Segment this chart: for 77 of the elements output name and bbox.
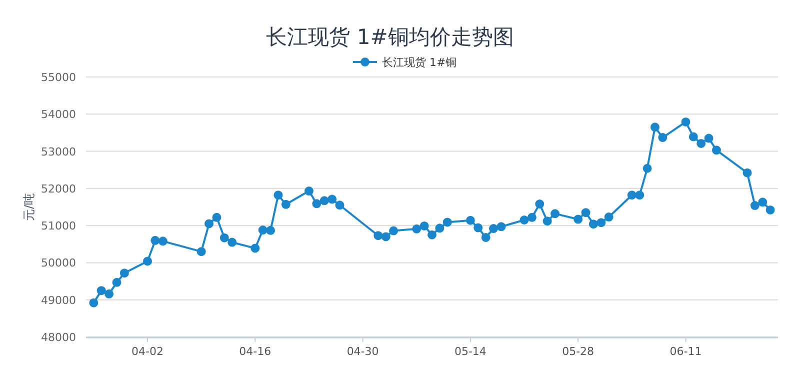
point	[258, 226, 268, 235]
point	[696, 138, 706, 148]
chart-title: 长江现货 1#铜均价走势图	[266, 25, 514, 49]
legend-label: 长江现货 1#铜	[382, 56, 457, 69]
point	[228, 238, 237, 247]
y-tick-label: 53000	[41, 145, 76, 158]
y-tick-label: 48000	[41, 331, 76, 344]
y-tick-label: 52000	[41, 182, 76, 196]
x-tick-label: 04-02	[132, 345, 164, 358]
point	[681, 117, 690, 126]
point	[481, 232, 490, 242]
y-tick-label: 50000	[41, 256, 76, 270]
point	[758, 198, 768, 207]
point	[266, 226, 276, 235]
point	[312, 199, 322, 208]
point	[335, 200, 344, 210]
point	[520, 216, 529, 224]
y-tick-label: 51000	[41, 220, 76, 233]
point	[742, 168, 752, 178]
point	[389, 226, 398, 236]
point	[642, 164, 652, 173]
point	[604, 212, 614, 222]
point	[281, 200, 290, 209]
point	[412, 224, 422, 234]
point	[635, 190, 644, 200]
point	[474, 223, 483, 232]
x-tick-label: 04-16	[239, 345, 272, 358]
point	[420, 221, 429, 230]
point	[596, 218, 606, 228]
point	[650, 122, 660, 132]
point	[196, 247, 206, 256]
point	[489, 224, 498, 234]
y-axis-title: 元/吨	[22, 192, 36, 222]
point	[442, 218, 452, 227]
point	[381, 232, 390, 242]
point	[158, 236, 168, 246]
y-tick-label: 55000	[41, 71, 76, 84]
y-tick-label: 49000	[41, 294, 76, 307]
point	[466, 216, 475, 225]
point	[704, 134, 714, 143]
point	[143, 256, 152, 266]
point	[428, 230, 436, 240]
point	[712, 146, 721, 155]
x-tick-label: 06-11	[670, 345, 702, 358]
point	[550, 209, 560, 218]
point	[588, 220, 598, 229]
point	[96, 286, 106, 296]
x-tick-label: 05-28	[562, 345, 594, 358]
x-tick-label: 04-30	[346, 345, 379, 358]
point	[688, 132, 698, 142]
point	[89, 298, 98, 308]
point	[574, 214, 583, 224]
point	[750, 201, 760, 210]
y-tick-label: 54000	[41, 108, 76, 122]
point	[535, 200, 544, 209]
point	[374, 231, 383, 240]
point	[328, 194, 337, 204]
point	[627, 190, 636, 200]
point	[204, 219, 214, 228]
point	[435, 224, 444, 233]
point	[112, 278, 122, 287]
point	[542, 216, 552, 226]
point	[496, 222, 506, 232]
point	[250, 244, 260, 253]
point	[120, 268, 129, 278]
point	[581, 208, 590, 218]
x-tick-label: 05-14	[454, 345, 486, 358]
point	[212, 212, 222, 222]
point	[304, 186, 314, 196]
point	[104, 289, 114, 298]
point	[150, 236, 160, 245]
point	[658, 133, 668, 142]
point	[527, 212, 536, 222]
point	[766, 205, 775, 214]
point	[320, 196, 329, 206]
point	[220, 233, 229, 242]
point	[274, 190, 283, 200]
